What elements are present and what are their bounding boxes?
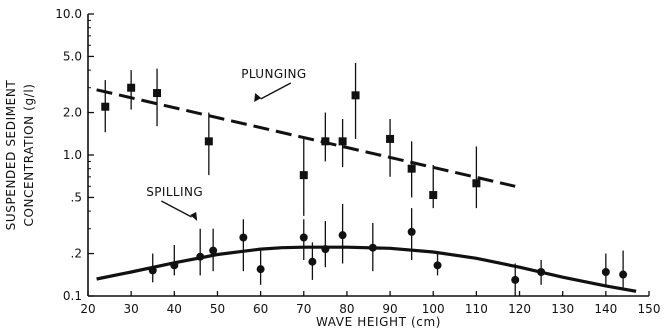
- y-tick-label: 0.1: [63, 289, 82, 303]
- spilling-point: [433, 261, 442, 270]
- labels: WAVE HEIGHT (cm) SUSPENDED SEDIMENT CONCEN…: [4, 67, 441, 329]
- data-points: [101, 83, 628, 284]
- y-tick-label: 2.0: [63, 106, 82, 120]
- plunging-point: [472, 179, 481, 188]
- plunging-point: [351, 91, 360, 100]
- spilling-point: [321, 245, 330, 254]
- spilling-point: [209, 246, 218, 255]
- spilling-point: [239, 233, 248, 242]
- spilling-arrow-shaft: [161, 200, 192, 218]
- x-tick-label: 100: [422, 302, 445, 316]
- spilling-point: [619, 270, 628, 279]
- axes: 20 30 40 50 60 70 80 90 100 110 120 130 140 150 0.1 .2.…: [55, 7, 660, 316]
- spilling-point: [299, 233, 308, 242]
- x-tick-label: 90: [382, 302, 397, 316]
- plunging-point: [407, 164, 416, 173]
- spilling-point: [308, 257, 317, 266]
- spilling-point: [196, 252, 205, 261]
- x-tick-label: 130: [551, 302, 574, 316]
- x-tick-label: 80: [339, 302, 354, 316]
- y-tick-label: .2: [71, 247, 82, 261]
- plunging-point: [429, 191, 438, 200]
- x-tick-label: 40: [167, 302, 182, 316]
- spilling-point: [537, 267, 546, 276]
- x-tick-label: 110: [465, 302, 488, 316]
- x-tick-label: 50: [210, 302, 225, 316]
- plunging-point: [153, 89, 162, 98]
- x-tick-label: 140: [594, 302, 617, 316]
- x-tick-label: 150: [638, 302, 661, 316]
- x-axis-label: WAVE HEIGHT (cm): [316, 315, 441, 329]
- y-axis-label-line2: CONCENTRATION (g/l): [22, 83, 36, 226]
- plunging-arrow-shaft: [260, 82, 292, 100]
- x-tick-label: 60: [253, 302, 268, 316]
- spilling-point: [148, 266, 157, 275]
- plunging-trend-line: [96, 88, 516, 188]
- spilling-point: [601, 267, 610, 276]
- spilling-point: [338, 231, 347, 240]
- x-tick-label: 120: [508, 302, 531, 316]
- spilling-point: [511, 275, 520, 284]
- trend-lines: [96, 88, 637, 293]
- y-tick-label: .5: [71, 190, 82, 204]
- plunging-point: [127, 83, 136, 92]
- x-tick-label: 70: [296, 302, 311, 316]
- y-tick-label: 1.0: [63, 148, 82, 162]
- plunging-point: [204, 137, 213, 146]
- plunging-point: [321, 137, 330, 146]
- x-tick-label: 20: [80, 302, 95, 316]
- spilling-point: [170, 261, 179, 270]
- spilling-point: [256, 265, 265, 274]
- y-tick-label: 10.0: [55, 7, 82, 21]
- plunging-point: [101, 102, 110, 111]
- y-axis-label-line1: SUSPENDED SEDIMENT: [4, 80, 18, 231]
- plunging-arrow-head: [254, 93, 262, 102]
- plunging-point: [386, 134, 395, 143]
- spilling-point: [368, 243, 377, 252]
- spilling-arrow-head: [190, 212, 198, 221]
- spilling-annotation: SPILLING: [146, 185, 203, 199]
- y-tick-label: 5.0: [63, 49, 82, 63]
- spilling-trend-line: [96, 245, 637, 293]
- plunging-point: [338, 137, 347, 146]
- spilling-point: [407, 227, 416, 236]
- plunging-annotation: PLUNGING: [241, 67, 306, 81]
- x-tick-label: 30: [124, 302, 139, 316]
- plunging-point: [299, 171, 308, 180]
